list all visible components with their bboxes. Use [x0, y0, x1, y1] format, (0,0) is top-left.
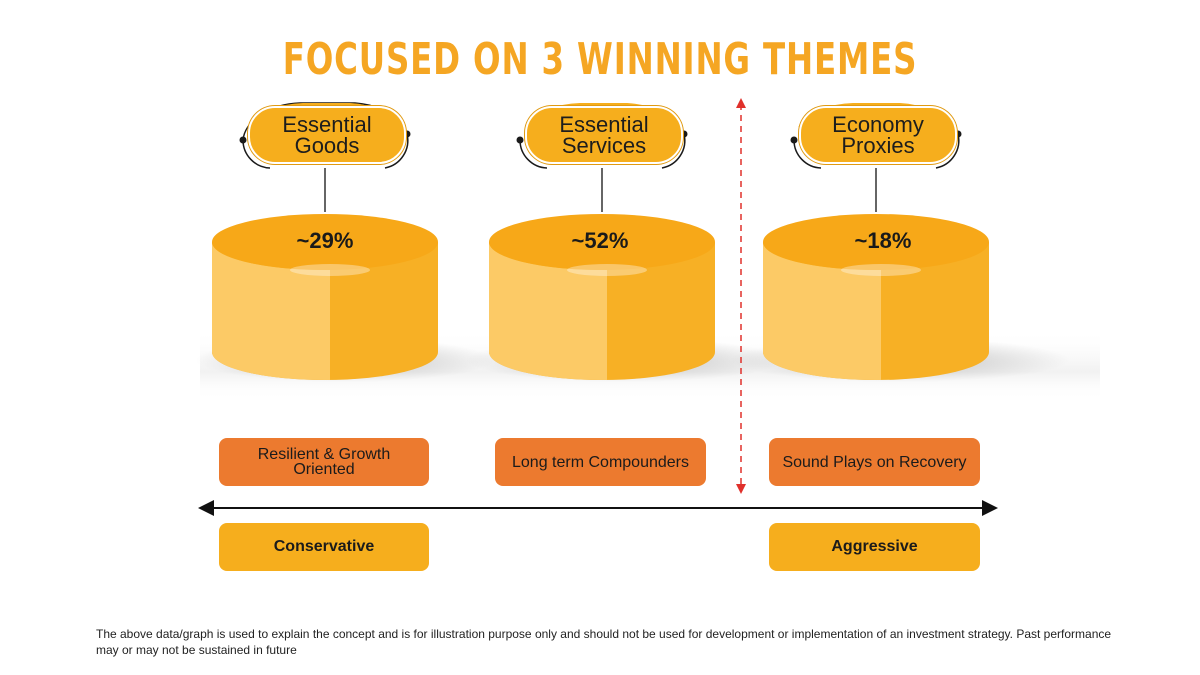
pill-bracket-3 [793, 133, 960, 169]
risk-label-aggressive: Aggressive [769, 523, 980, 571]
connector-lines [324, 168, 877, 212]
theme-pill-economy-proxies: Economy Proxies [799, 106, 957, 164]
disclaimer-footnote: The above data/graph is used to explain … [96, 627, 1112, 657]
cylinder-essential-services [465, 214, 785, 382]
theme-label-line1: Essential [282, 112, 372, 137]
theme-pill-essential-goods: Essential Goods [248, 106, 406, 164]
description-essential-goods: Resilient & Growth Oriented [219, 438, 429, 486]
theme-label-line2: Proxies [841, 133, 915, 158]
theme-label-line2: Goods [294, 133, 360, 158]
cylinder-economy-proxies [730, 214, 1070, 382]
theme-pill-essential-services: Essential Services [525, 106, 683, 164]
theme-label-line2: Services [561, 133, 647, 158]
divider-arrow-up [736, 98, 746, 108]
share-essential-services: ~52% [571, 228, 629, 253]
page-title: FOCUSED ON 3 WINNING THEMES [282, 34, 918, 85]
description-essential-services: Long term Compounders [495, 438, 706, 486]
divider-arrow-down [736, 484, 746, 494]
risk-label-conservative: Conservative [219, 523, 429, 571]
pill-bracket-2 [519, 133, 686, 169]
share-economy-proxies: ~18% [854, 228, 912, 253]
risk-scale-arrow [198, 500, 998, 516]
theme-label-line1: Essential [559, 112, 649, 137]
description-economy-proxies: Sound Plays on Recovery [769, 438, 980, 486]
share-essential-goods: ~29% [296, 228, 354, 253]
cylinder-essential-goods [195, 214, 495, 382]
theme-label-line1: Economy [832, 112, 924, 137]
